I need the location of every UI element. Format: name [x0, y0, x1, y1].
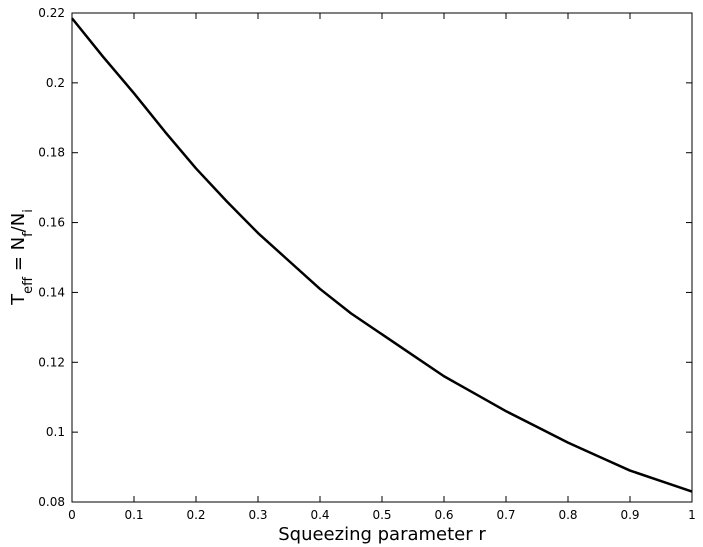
x-tick-label: 0.8	[558, 508, 577, 522]
x-tick-label: 0	[68, 508, 76, 522]
y-tick-label: 0.12	[38, 355, 65, 369]
x-axis-label: Squeezing parameter r	[278, 524, 486, 545]
x-tick-label: 1	[688, 508, 696, 522]
x-tick-label: 0.3	[248, 508, 267, 522]
y-axis-label-part: = N	[8, 237, 29, 277]
data-line	[71, 17, 693, 493]
x-tick-label: 0.6	[434, 508, 453, 522]
y-axis-label-part: T	[8, 293, 29, 306]
x-tick-label: 0.2	[186, 508, 205, 522]
x-tick-label: 0.1	[124, 508, 143, 522]
y-axis-label-part: i	[21, 209, 36, 213]
y-axis-label-part: eff	[21, 276, 36, 294]
x-tick-label: 0.4	[310, 508, 329, 522]
y-tick-label: 0.2	[46, 76, 65, 90]
y-tick-label: 0.18	[38, 146, 65, 160]
y-tick-label: 0.1	[46, 425, 65, 439]
plot-frame	[71, 12, 693, 503]
y-tick-label: 0.08	[38, 495, 65, 509]
y-axis-label: Teff = Nf/Ni	[8, 209, 36, 306]
y-axis-label-part: f	[21, 232, 36, 237]
x-tick-label: 0.7	[496, 508, 515, 522]
y-axis-label-part: /N	[8, 213, 29, 233]
y-tick-label: 0.16	[38, 216, 65, 230]
x-tick-label: 0.5	[372, 508, 391, 522]
y-tick-label: 0.22	[38, 6, 65, 20]
y-tick-label: 0.14	[38, 285, 65, 299]
x-tick-label: 0.9	[620, 508, 639, 522]
